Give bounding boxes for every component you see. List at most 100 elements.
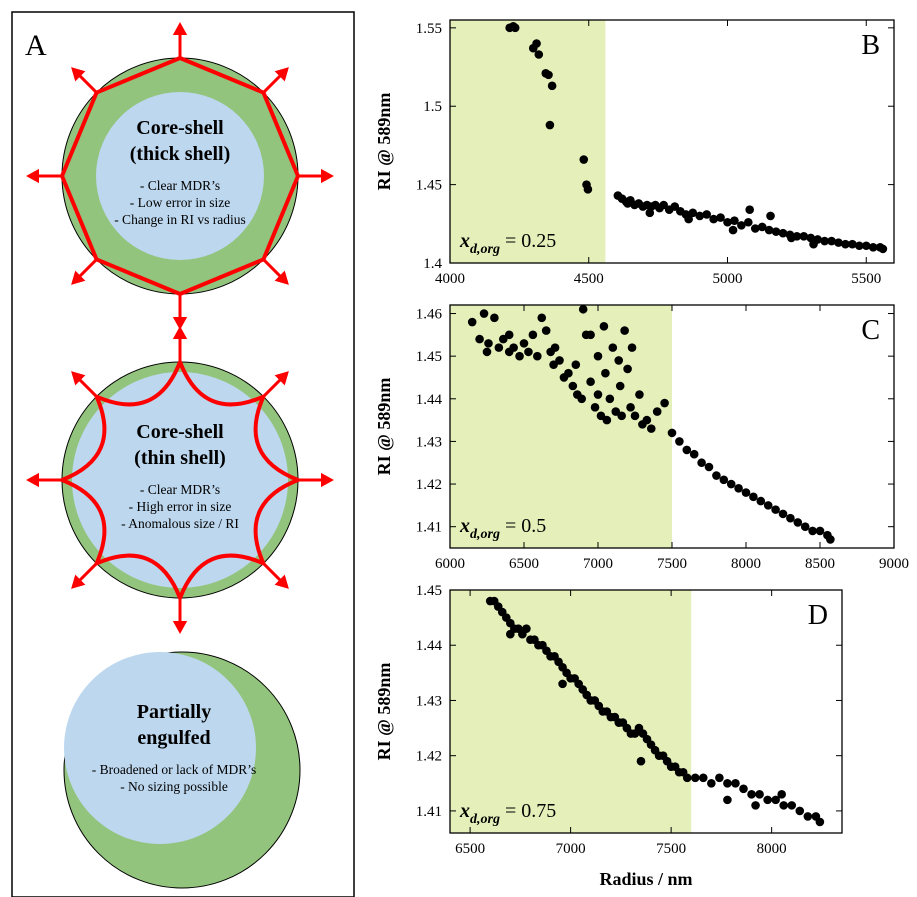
data-point [586,330,595,340]
data-point [764,225,774,235]
data-point [614,718,624,727]
data-point [815,817,825,827]
data-point [809,239,818,249]
data-point [675,437,684,446]
core-circle [96,92,264,260]
data-point [645,208,655,218]
data-point [568,381,578,391]
schematic-subtitle: (thick shell) [130,143,231,165]
data-point [766,211,775,221]
data-point [786,513,795,523]
y-tick-label: 1.41 [416,804,442,820]
data-point [524,347,533,357]
schematic-note: - Anomalous size / RI [121,516,239,531]
data-point [475,334,484,344]
data-point [707,778,716,788]
annotation-value: = 0.5 [505,515,546,537]
schematics: Core-shell (thick shell) - Clear MDR’s - Lo… [26,22,334,889]
schematic-note: - Clear MDR’s [140,178,220,193]
y-axis-label: RI @ 589nm [374,93,394,191]
data-point [716,213,725,222]
annotation-subscript: d,org [470,242,500,257]
data-point [690,773,700,783]
data-point [697,458,706,468]
data-point [728,225,738,235]
data-point [583,185,593,194]
data-point [702,210,711,219]
expansion-arrowhead [172,621,188,634]
data-point [771,227,781,236]
data-point [504,330,514,340]
x-tick-label: 7500 [656,841,686,857]
chart-d: 6500 7000 7500 8000 1.41 1.42 1.43 1.44 1.45 RI @… [374,583,843,889]
annotation-symbol: x [459,230,470,252]
data-point [510,23,520,33]
data-point [564,368,573,378]
annotation-value: = 0.25 [505,230,556,252]
data-point [615,381,625,391]
data-point [630,411,640,421]
y-tick-label: 1.45 [416,349,442,365]
x-tick-label: 9000 [879,556,909,572]
data-point [596,411,606,421]
data-point [534,50,544,59]
data-point [779,801,789,810]
annotation-subscript: d,org [470,812,500,827]
x-tick-label: 7000 [556,841,586,857]
annotation-symbol: x [459,515,470,537]
charts: 4000 4500 5000 5500 1.4 1.45 1.5 1.55 RI @ 589nm… [374,19,909,889]
data-point [660,398,669,408]
data-point [494,343,504,352]
expansion-arrowhead [274,574,289,589]
expansion-arrowhead [321,168,334,184]
annotation: xd,org = 0.25 [459,230,556,257]
expansion-arrowhead [274,270,289,285]
data-point [719,475,729,485]
panel-a-frame [11,11,355,897]
annotation: xd,org = 0.5 [459,515,546,542]
data-point [599,322,609,331]
data-point [490,313,499,323]
data-point [745,205,754,214]
schematic-title: Core-shell [136,117,224,139]
data-point [756,496,766,506]
plot-frame [449,19,895,264]
data-point [577,394,587,404]
data-point [550,343,560,352]
data-point [763,795,772,805]
data-point [827,236,836,246]
data-point [627,343,637,352]
data-point [635,390,644,399]
y-tick-label: 1.42 [416,477,442,493]
data-point [620,326,629,335]
annotation-subscript: d,org [470,527,500,542]
expansion-arrowhead [71,371,86,386]
x-tick-label: 6000 [435,556,465,572]
data-point [855,241,864,251]
x-tick-label: 6500 [455,841,485,857]
data-point [763,501,773,510]
schematic-note: - Clear MDR’s [140,482,220,497]
panel-label: D [808,600,828,631]
data-point [747,790,756,799]
core-circle [64,652,256,844]
data-point [757,222,767,232]
data-point [578,304,588,314]
data-point [795,806,805,816]
data-point [586,377,595,387]
expansion-arrowhead [274,67,289,82]
schematic-note: - No sizing possible [120,779,228,794]
data-point [777,790,786,799]
x-axis-label: Radius / nm [599,869,692,889]
schematic-1: Core-shell (thick shell) - Clear MDR’s - Lo… [26,22,334,330]
data-point [749,492,758,502]
y-axis-label: RI @ 589nm [374,663,394,761]
expansion-arrowhead [71,270,86,285]
schematic-subtitle: engulfed [137,727,210,749]
panel-a: A Core-shell (thick shell) - Clear MDR’s - … [11,11,355,897]
annotation-value: = 0.75 [505,800,556,822]
y-tick-label: 1.45 [416,178,442,194]
data-point [861,241,871,251]
data-point [800,522,810,531]
